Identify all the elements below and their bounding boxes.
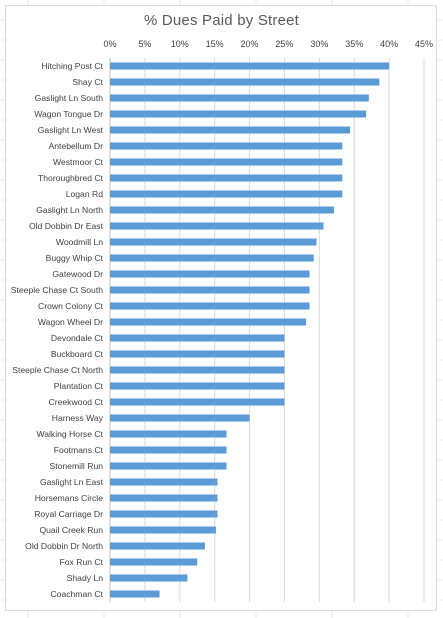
x-tick-label: 35% (345, 39, 363, 49)
bar (110, 174, 343, 182)
bar (110, 398, 285, 406)
category-label: Quail Creek Run (39, 525, 103, 535)
bar (110, 414, 250, 422)
bar (110, 462, 227, 470)
bar (110, 478, 218, 486)
bar (110, 142, 343, 150)
bar (110, 366, 285, 374)
category-label: Royal Carriage Dr (34, 509, 103, 519)
category-label: Hitching Post Ct (41, 61, 103, 71)
x-tick-label: 45% (415, 39, 433, 49)
category-labels: Hitching Post Ct Shay Ct Gaslight Ln South… (11, 61, 104, 599)
category-label: Woodmill Ln (56, 237, 103, 247)
bar (110, 590, 160, 598)
category-label: Coachman Ct (50, 589, 103, 599)
category-label: Gaslight Ln North (36, 205, 103, 215)
category-label: Westmoor Ct (53, 157, 104, 167)
bar (110, 542, 205, 550)
category-label: Antebellum Dr (49, 141, 104, 151)
category-label: Steeple Chase Ct South (11, 285, 103, 295)
bar (110, 190, 343, 198)
category-label: Buggy Whip Ct (46, 253, 104, 263)
category-label: Crown Colony Ct (38, 301, 104, 311)
x-tick-label: 15% (206, 39, 224, 49)
category-label: Horsemans Circle (35, 493, 104, 503)
bar (110, 158, 343, 166)
bar (110, 430, 227, 438)
category-label: Gaslight Ln East (40, 477, 104, 487)
category-label: Devondale Ct (51, 333, 104, 343)
bars (110, 62, 390, 598)
x-tick-label: 40% (380, 39, 398, 49)
bar (110, 334, 285, 342)
bar (110, 318, 307, 326)
bar (110, 78, 380, 86)
bar (110, 510, 218, 518)
category-label: Fox Run Ct (60, 557, 104, 567)
category-label: Shady Ln (67, 573, 104, 583)
bar (110, 350, 285, 358)
x-axis-tick-labels: 0% 5% 10% 15% 20% 25% 30% 35% 40% 45% (103, 39, 433, 49)
bar (110, 238, 317, 246)
category-label: Walking Horse Ct (36, 429, 103, 439)
x-tick-label: 0% (103, 39, 116, 49)
category-label: Logan Rd (66, 189, 103, 199)
x-tick-label: 25% (275, 39, 293, 49)
bar (110, 526, 217, 534)
x-tick-label: 5% (138, 39, 151, 49)
x-tick-label: 20% (241, 39, 259, 49)
bar (110, 494, 218, 502)
bar (110, 270, 310, 278)
category-label: Harness Way (52, 413, 104, 423)
category-label: Old Dobbin Dr North (25, 541, 103, 551)
category-label: Wagon Wheel Dr (38, 317, 103, 327)
bar (110, 254, 314, 262)
category-label: Creekwood Ct (49, 397, 104, 407)
category-label: Thoroughbred Ct (38, 173, 104, 183)
bar (110, 382, 285, 390)
category-label: Buckboard Ct (51, 349, 104, 359)
x-tick-label: 30% (310, 39, 328, 49)
bar (110, 110, 367, 118)
bar (110, 574, 188, 582)
bar (110, 446, 227, 454)
bar (110, 222, 324, 230)
category-label: Footmans Ct (54, 445, 104, 455)
category-label: Gaslight Ln South (35, 93, 104, 103)
bar (110, 302, 310, 310)
category-label: Shay Ct (72, 77, 103, 87)
category-label: Stonemill Run (50, 461, 104, 471)
category-label: Steeple Chase Ct North (12, 365, 103, 375)
bar (110, 286, 310, 294)
category-label: Wagon Tongue Dr (34, 109, 103, 119)
bar (110, 62, 390, 70)
category-label: Plantation Ct (54, 381, 104, 391)
category-label: Gatewood Dr (52, 269, 103, 279)
vertical-gridlines (144, 58, 425, 602)
x-tick-label: 10% (171, 39, 189, 49)
bar (110, 558, 198, 566)
bar (110, 126, 351, 134)
category-label: Old Dobbin Dr East (29, 221, 104, 231)
bar (110, 94, 369, 102)
chart-title: % Dues Paid by Street (143, 12, 300, 29)
category-label: Gaslight Ln West (38, 125, 104, 135)
bar (110, 206, 334, 214)
